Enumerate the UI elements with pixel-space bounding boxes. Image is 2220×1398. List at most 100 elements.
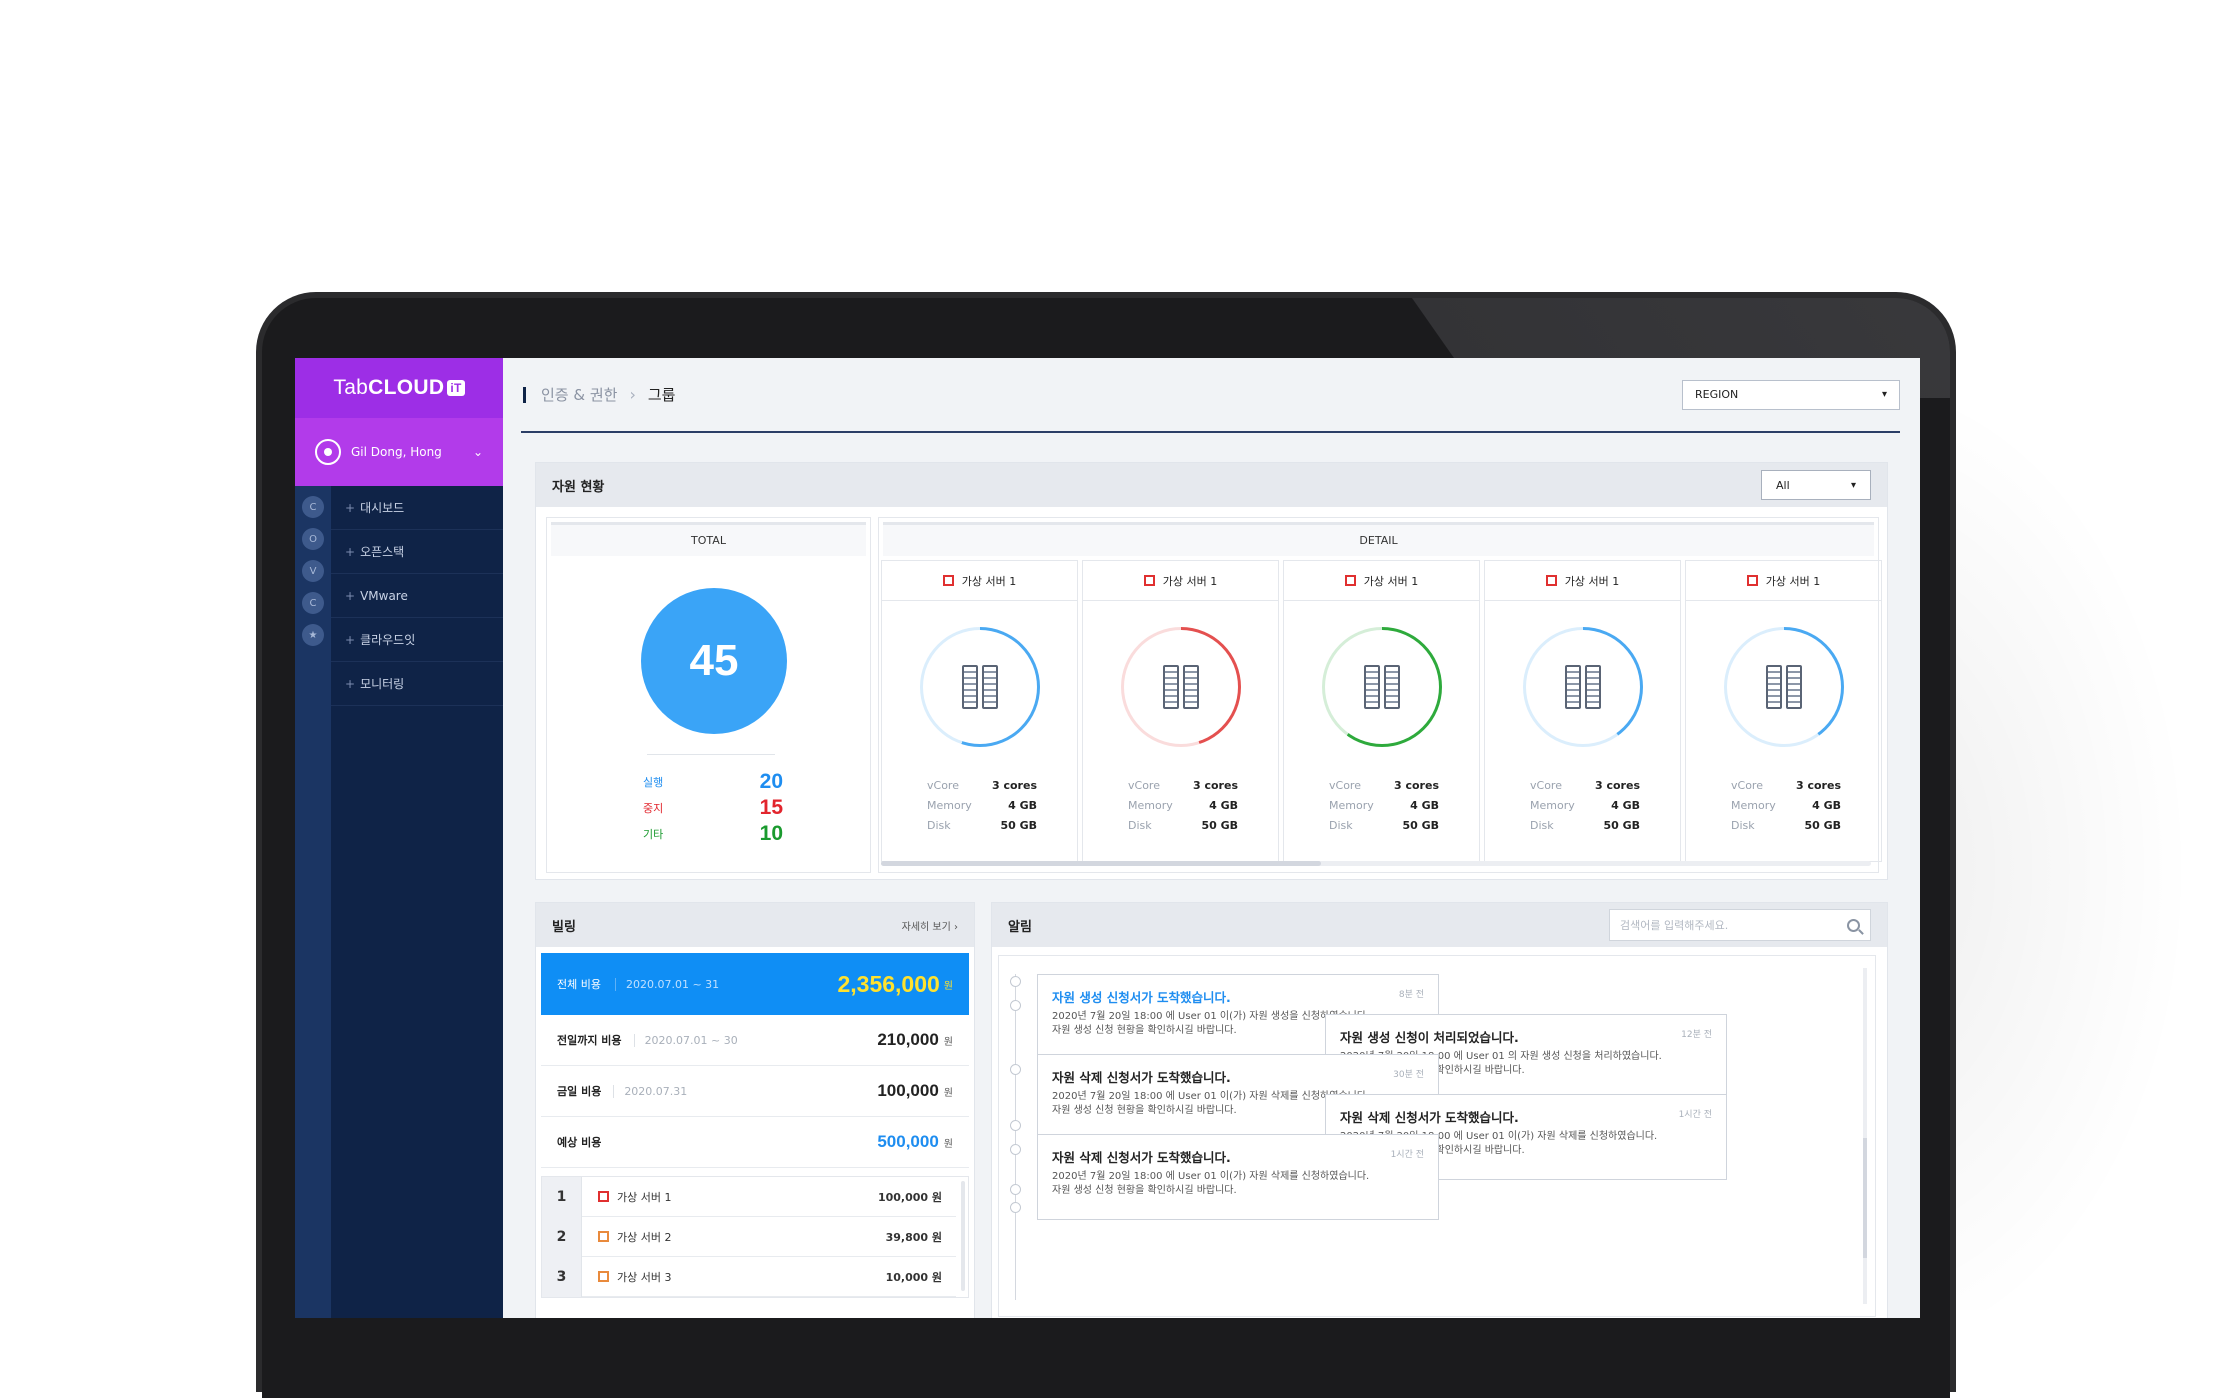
rail-icon[interactable]: V: [302, 560, 324, 582]
stat-label: 기타: [643, 828, 664, 841]
logo-bold: CLOUD: [368, 376, 445, 399]
panel-title: 자원 현황: [552, 479, 605, 495]
app-logo[interactable]: Tab CLOUD iT: [295, 358, 503, 418]
billing-panel: 빌링 자세히 보기 › 전체 비용 2020.07.01 ~ 31 2,356,…: [535, 902, 975, 1318]
alert-card[interactable]: 자원 삭제 신청서가 도착했습니다. 1시간 전 2020년 7월 20일 18:0…: [1037, 1134, 1439, 1220]
chevron-right-icon: ›: [629, 385, 636, 404]
breadcrumb-parent[interactable]: 인증 & 권한: [541, 386, 618, 404]
spec-row: Memory 4 GB: [1731, 795, 1841, 815]
server-icon: [1161, 665, 1201, 709]
spec-key: Memory: [1128, 798, 1173, 812]
server-name: 가상 서버 1: [1363, 574, 1419, 588]
timeline-dot: [1010, 976, 1021, 987]
server-card[interactable]: 가상 서버 1 vCore 3 cores Memory 4 GB Disk 50 GB: [1082, 560, 1279, 862]
spec-row: vCore 3 cores: [1128, 775, 1238, 795]
cost-ranking-list: 1 가상 서버 1 100,000 원 2 가상 서버 2 39,800 원 3 가상 서버 …: [541, 1176, 969, 1298]
alert-search-input[interactable]: 검색어를 입력해주세요.: [1609, 909, 1871, 941]
region-select[interactable]: REGION ▾: [1682, 379, 1900, 410]
billing-row: 예상 비용 500,000 원: [541, 1117, 969, 1168]
ranking-amount: 100,000 원: [877, 1190, 942, 1204]
total-count: 45: [641, 588, 787, 734]
rail-icon[interactable]: O: [302, 528, 324, 550]
spec-key: vCore: [1128, 778, 1160, 792]
search-icon[interactable]: [1847, 918, 1860, 932]
server-card[interactable]: 가상 서버 1 vCore 3 cores Memory 4 GB Disk 50 GB: [1685, 560, 1882, 862]
total-title: TOTAL: [551, 522, 866, 556]
server-icon: [1764, 665, 1804, 709]
vertical-scrollbar[interactable]: [961, 1181, 965, 1291]
sidebar-item[interactable]: + 모니터링: [331, 662, 503, 706]
sidebar-item-label: 모니터링: [360, 677, 405, 691]
alert-title-row: 자원 삭제 신청서가 도착했습니다. 1시간 전: [1052, 1147, 1424, 1166]
avatar-icon: [315, 439, 341, 465]
vertical-scrollbar[interactable]: [1863, 968, 1867, 1304]
alert-description: 2020년 7월 20일 18:00 에 User 01 이(가) 자원 생성을…: [1052, 1010, 1424, 1038]
ranking-amount: 39,800 원: [885, 1230, 942, 1244]
server-specs: vCore 3 cores Memory 4 GB Disk 50 GB: [927, 775, 1077, 835]
billing-row-amount: 100,000: [877, 1081, 939, 1100]
server-flag-icon: [598, 1191, 609, 1202]
sidebar-rail: C O V C ★: [295, 486, 331, 1318]
alert-timeline: 자원 생성 신청서가 도착했습니다. 8분 전 2020년 7월 20일 18:00…: [998, 955, 1876, 1317]
resource-status-header: 자원 현황 All ▾: [536, 463, 1887, 507]
server-icon: [1563, 665, 1603, 709]
ranking-row[interactable]: 1 가상 서버 1 100,000 원: [542, 1177, 956, 1217]
alert-line: 자원 생성 신청 현황을 확인하시길 바랍니다.: [1052, 1185, 1237, 1196]
ranking-row[interactable]: 3 가상 서버 3 10,000 원: [542, 1256, 956, 1297]
spec-value: 50 GB: [1804, 818, 1841, 832]
stat-value: 15: [759, 796, 783, 819]
server-card[interactable]: 가상 서버 1 vCore 3 cores Memory 4 GB Disk 50 GB: [1484, 560, 1681, 862]
chevron-down-icon: ▾: [1881, 389, 1887, 400]
spec-value: 3 cores: [992, 778, 1037, 792]
alert-line: 자원 생성 신청 현황을 확인하시길 바랍니다.: [1052, 1105, 1237, 1116]
server-card[interactable]: 가상 서버 1 vCore 3 cores Memory 4 GB Disk 50 GB: [881, 560, 1078, 862]
user-menu[interactable]: Gil Dong, Hong ⌄: [295, 418, 503, 486]
resource-filter-select[interactable]: All ▾: [1761, 470, 1871, 500]
sidebar-item[interactable]: + 오픈스택: [331, 530, 503, 574]
server-card-header: 가상 서버 1: [882, 561, 1077, 601]
ranking-server-name: 가상 서버 3: [617, 1270, 672, 1284]
currency-unit: 원: [943, 1087, 953, 1099]
total-box: TOTAL 45 실행 20 중지 15 기타 10: [546, 517, 871, 873]
status-stat: 실행 20: [643, 770, 783, 794]
rail-icon[interactable]: C: [302, 592, 324, 614]
rail-icon[interactable]: ★: [302, 624, 324, 646]
billing-more-link[interactable]: 자세히 보기 ›: [901, 921, 958, 933]
timeline-dot: [1010, 1202, 1021, 1213]
alert-line: 2020년 7월 20일 18:00 에 User 01 의 자원 생성 신청을…: [1340, 1051, 1662, 1062]
server-name: 가상 서버 1: [1162, 574, 1218, 588]
detail-box: DETAIL 가상 서버 1 vCore 3 cores Memory 4 GB Disk…: [878, 517, 1882, 873]
usage-ring: [919, 627, 1040, 747]
alerts-panel: 알림 검색어를 입력해주세요. 자원 생성 신청서가 도착했습니다. 8분 전 20…: [991, 902, 1888, 1318]
alert-time: 8분 전: [1398, 990, 1424, 1000]
ranking-row[interactable]: 2 가상 서버 2 39,800 원: [542, 1216, 956, 1257]
server-flag-icon: [942, 575, 954, 586]
alert-description: 2020년 7월 20일 18:00 에 User 01 이(가) 자원 삭제를…: [1052, 1090, 1424, 1118]
spec-value: 50 GB: [1000, 818, 1037, 832]
sidebar-item[interactable]: + VMware: [331, 574, 503, 618]
spec-row: Disk 50 GB: [1530, 815, 1640, 835]
server-flag-icon: [1746, 575, 1758, 586]
rail-icon[interactable]: C: [302, 496, 324, 518]
alert-description: 2020년 7월 20일 18:00 에 User 01 이(가) 자원 삭제를…: [1052, 1170, 1424, 1198]
spec-value: 4 GB: [1008, 798, 1037, 812]
sidebar-menu: + 대시보드 + 오픈스택 + VMware + 클라우드잇 + 모니터링: [331, 486, 503, 1318]
server-card-header: 가상 서버 1: [1686, 561, 1881, 601]
spec-row: Disk 50 GB: [1329, 815, 1439, 835]
ring-inner: [1324, 630, 1439, 744]
server-card[interactable]: 가상 서버 1 vCore 3 cores Memory 4 GB Disk 50 GB: [1283, 560, 1480, 862]
sidebar-item[interactable]: + 대시보드: [331, 486, 503, 530]
billing-row: 금일 비용 2020.07.31 100,000 원: [541, 1066, 969, 1117]
logo-prefix: Tab: [333, 376, 369, 399]
stat-label: 중지: [643, 802, 664, 815]
server-specs: vCore 3 cores Memory 4 GB Disk 50 GB: [1530, 775, 1680, 835]
alerts-header: 알림 검색어를 입력해주세요.: [992, 903, 1887, 947]
chevron-down-icon: ▾: [1850, 479, 1856, 491]
horizontal-scrollbar[interactable]: [881, 861, 1871, 866]
sidebar-item[interactable]: + 클라우드잇: [331, 618, 503, 662]
sidebar: Tab CLOUD iT Gil Dong, Hong ⌄ C O V C ★ + 대시보드 +…: [295, 358, 503, 1318]
server-specs: vCore 3 cores Memory 4 GB Disk 50 GB: [1731, 775, 1881, 835]
server-flag-icon: [1545, 575, 1557, 586]
alert-title-row: 자원 생성 신청이 처리되었습니다. 12분 전: [1340, 1027, 1712, 1046]
spec-key: vCore: [927, 778, 959, 792]
